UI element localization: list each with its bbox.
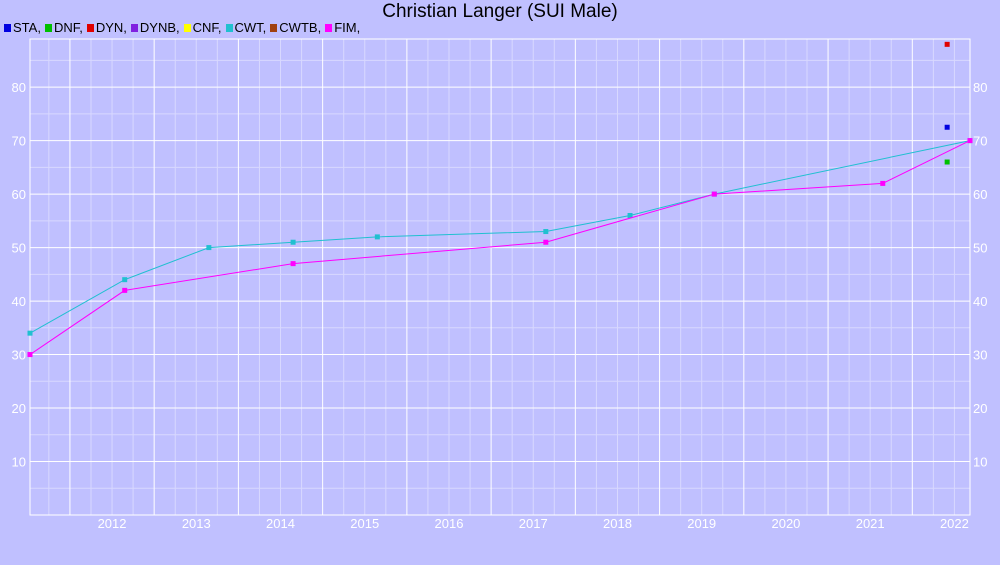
y-tick-label-left: 70 xyxy=(12,134,26,149)
legend-label: DNF, xyxy=(53,20,83,35)
y-tick-label-left: 40 xyxy=(12,294,26,309)
y-tick-label-right: 10 xyxy=(973,455,987,470)
plot-frame xyxy=(29,38,971,516)
legend-swatch xyxy=(130,24,138,32)
data-point-fim xyxy=(711,191,717,197)
legend-swatch xyxy=(225,24,233,32)
data-point-fim xyxy=(290,261,296,267)
legend-label: CWTB, xyxy=(279,20,322,35)
x-tick-label: 2015 xyxy=(350,516,379,531)
legend-swatch xyxy=(325,24,333,32)
data-point-fim xyxy=(967,138,973,144)
legend-label: CWT, xyxy=(234,20,267,35)
y-tick-label-right: 40 xyxy=(973,294,987,309)
legend-item: FIM, xyxy=(325,20,360,35)
legend-swatch xyxy=(4,24,11,32)
y-tick-label-left: 10 xyxy=(12,455,26,470)
data-point-fim xyxy=(122,287,128,293)
legend-item: CWTB, xyxy=(270,20,321,35)
y-tick-label-right: 80 xyxy=(973,80,987,95)
x-tick-label: 2019 xyxy=(687,516,716,531)
x-tick-label: 2017 xyxy=(519,516,548,531)
data-point-dnf xyxy=(944,159,950,165)
data-point-cwt xyxy=(122,277,128,283)
legend-swatch xyxy=(86,24,94,32)
y-tick-label-left: 50 xyxy=(12,241,26,256)
legend: STA, DNF, DYN, DYNB, CNF, CWT, CWTB, FIM, xyxy=(4,20,364,35)
legend-swatch xyxy=(44,24,52,32)
data-point-cwt xyxy=(627,212,633,218)
series-line-cwt xyxy=(29,140,971,334)
x-tick-label: 2014 xyxy=(266,516,295,531)
x-tick-label: 2018 xyxy=(603,516,632,531)
x-tick-label: 2020 xyxy=(771,516,800,531)
y-tick-label-right: 30 xyxy=(973,348,987,363)
y-tick-label-right: 60 xyxy=(973,187,987,202)
legend-swatch xyxy=(183,24,191,32)
legend-label: CNF, xyxy=(192,20,222,35)
x-tick-label: 2013 xyxy=(182,516,211,531)
chart-title: Christian Langer (SUI Male) xyxy=(382,1,618,22)
y-tick-label-left: 60 xyxy=(12,187,26,202)
legend-label: STA, xyxy=(13,20,41,35)
data-point-fim xyxy=(543,239,549,245)
y-tick-label-left: 80 xyxy=(12,80,26,95)
data-point-cwt xyxy=(206,245,212,251)
data-point-cwt xyxy=(543,229,549,235)
legend-label: FIM, xyxy=(334,20,361,35)
y-tick-label-left: 30 xyxy=(12,348,26,363)
data-point-sta xyxy=(944,124,950,130)
legend-item: CNF, xyxy=(183,20,222,35)
x-tick-label: 2022 xyxy=(940,516,969,531)
legend-label: DYNB, xyxy=(139,20,180,35)
legend-item: STA, xyxy=(4,20,41,35)
data-point-fim xyxy=(27,352,33,358)
legend-swatch xyxy=(270,24,278,32)
legend-item: DNF, xyxy=(44,20,83,35)
y-tick-label-right: 50 xyxy=(973,241,987,256)
x-tick-label: 2016 xyxy=(435,516,464,531)
legend-item: CWT, xyxy=(225,20,267,35)
y-tick-label-right: 20 xyxy=(973,401,987,416)
data-point-fim xyxy=(880,180,886,186)
x-tick-label: 2012 xyxy=(98,516,127,531)
legend-label: DYN, xyxy=(95,20,127,35)
data-point-dyn xyxy=(944,41,950,47)
data-point-cwt xyxy=(290,239,296,245)
legend-item: DYN, xyxy=(86,20,127,35)
y-tick-label-left: 20 xyxy=(12,401,26,416)
data-point-cwt xyxy=(27,330,33,336)
y-tick-label-right: 70 xyxy=(973,134,987,149)
legend-item: DYNB, xyxy=(130,20,180,35)
x-tick-label: 2021 xyxy=(856,516,885,531)
data-point-cwt xyxy=(374,234,380,240)
